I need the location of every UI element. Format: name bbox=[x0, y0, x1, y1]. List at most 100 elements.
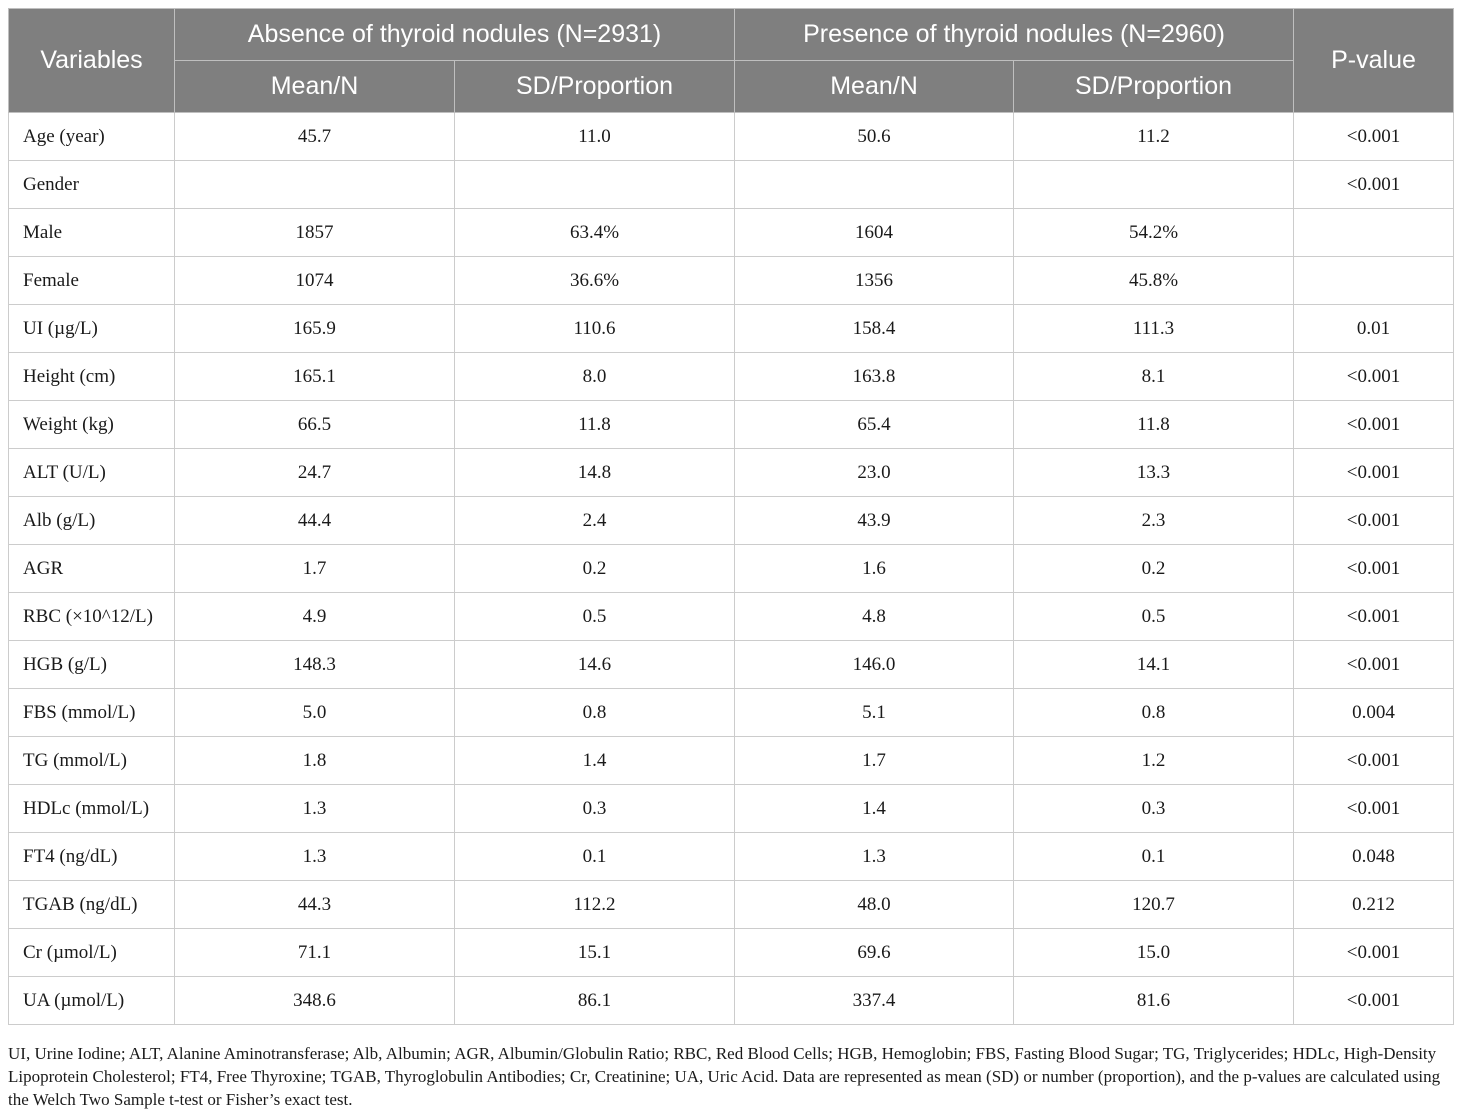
table-row: Weight (kg) 66.5 11.8 65.4 11.8 <0.001 bbox=[8, 400, 1455, 449]
cell-presence-sd: 0.8 bbox=[1013, 688, 1295, 737]
cell-p-value: <0.001 bbox=[1293, 736, 1455, 785]
cell-presence-mean: 48.0 bbox=[734, 880, 1015, 929]
cell-presence-mean bbox=[734, 160, 1015, 209]
cell-p-value: <0.001 bbox=[1293, 640, 1455, 689]
cell-p-value: <0.001 bbox=[1293, 112, 1455, 161]
cell-presence-mean: 1604 bbox=[734, 208, 1015, 257]
cell-presence-sd: 11.8 bbox=[1013, 400, 1295, 449]
cell-p-value: <0.001 bbox=[1293, 976, 1455, 1025]
cell-presence-sd: 8.1 bbox=[1013, 352, 1295, 401]
cell-variable: ALT (U/L) bbox=[8, 448, 175, 497]
cell-absence-sd: 0.2 bbox=[453, 544, 736, 593]
cell-variable: HGB (g/L) bbox=[8, 640, 175, 689]
cell-absence-sd: 11.8 bbox=[453, 400, 736, 449]
cell-variable: UA (µmol/L) bbox=[8, 976, 175, 1025]
table-row: UA (µmol/L) 348.6 86.1 337.4 81.6 <0.001 bbox=[8, 976, 1455, 1025]
cell-p-value: <0.001 bbox=[1293, 784, 1455, 833]
cell-absence-mean: 165.9 bbox=[174, 304, 455, 353]
cell-absence-sd: 86.1 bbox=[453, 976, 736, 1025]
cell-presence-mean: 163.8 bbox=[734, 352, 1015, 401]
table-row: FBS (mmol/L) 5.0 0.8 5.1 0.8 0.004 bbox=[8, 688, 1455, 737]
cell-absence-sd: 14.8 bbox=[453, 448, 736, 497]
header-absence-mean: Mean/N bbox=[174, 60, 455, 113]
table-row: Female 1074 36.6% 1356 45.8% bbox=[8, 256, 1455, 305]
cell-absence-mean: 4.9 bbox=[174, 592, 455, 641]
cell-presence-sd: 0.3 bbox=[1013, 784, 1295, 833]
cell-p-value bbox=[1293, 208, 1455, 257]
table-header: Variables Absence of thyroid nodules (N=… bbox=[8, 8, 1455, 113]
header-presence-mean: Mean/N bbox=[734, 60, 1015, 113]
cell-absence-mean: 1.8 bbox=[174, 736, 455, 785]
table-row: TG (mmol/L) 1.8 1.4 1.7 1.2 <0.001 bbox=[8, 736, 1455, 785]
cell-p-value: <0.001 bbox=[1293, 496, 1455, 545]
cell-presence-sd: 0.2 bbox=[1013, 544, 1295, 593]
cell-absence-sd: 15.1 bbox=[453, 928, 736, 977]
cell-absence-sd: 0.5 bbox=[453, 592, 736, 641]
cell-p-value: <0.001 bbox=[1293, 544, 1455, 593]
cell-presence-sd: 15.0 bbox=[1013, 928, 1295, 977]
table-row: RBC (×10^12/L) 4.9 0.5 4.8 0.5 <0.001 bbox=[8, 592, 1455, 641]
cell-p-value: 0.048 bbox=[1293, 832, 1455, 881]
cell-presence-mean: 158.4 bbox=[734, 304, 1015, 353]
cell-absence-mean: 66.5 bbox=[174, 400, 455, 449]
cell-variable: HDLc (mmol/L) bbox=[8, 784, 175, 833]
table-row: Alb (g/L) 44.4 2.4 43.9 2.3 <0.001 bbox=[8, 496, 1455, 545]
cell-variable: Alb (g/L) bbox=[8, 496, 175, 545]
table-row: HDLc (mmol/L) 1.3 0.3 1.4 0.3 <0.001 bbox=[8, 784, 1455, 833]
table-row: Gender <0.001 bbox=[8, 160, 1455, 209]
cell-presence-mean: 1.3 bbox=[734, 832, 1015, 881]
header-presence-sd: SD/Proportion bbox=[1013, 60, 1295, 113]
header-variables: Variables bbox=[8, 8, 175, 113]
cell-presence-sd: 45.8% bbox=[1013, 256, 1295, 305]
table-row: Cr (µmol/L) 71.1 15.1 69.6 15.0 <0.001 bbox=[8, 928, 1455, 977]
cell-p-value: 0.004 bbox=[1293, 688, 1455, 737]
cell-absence-mean: 1074 bbox=[174, 256, 455, 305]
cell-absence-sd: 0.3 bbox=[453, 784, 736, 833]
cell-presence-mean: 1.4 bbox=[734, 784, 1015, 833]
cell-presence-sd: 11.2 bbox=[1013, 112, 1295, 161]
cell-presence-sd bbox=[1013, 160, 1295, 209]
cell-p-value: <0.001 bbox=[1293, 448, 1455, 497]
cell-presence-sd: 1.2 bbox=[1013, 736, 1295, 785]
header-row-groups: Variables Absence of thyroid nodules (N=… bbox=[8, 8, 1455, 113]
cell-absence-mean: 44.3 bbox=[174, 880, 455, 929]
header-absence-group: Absence of thyroid nodules (N=2931) bbox=[173, 8, 736, 61]
header-row-stats: Mean/N SD/Proportion Mean/N SD/Proportio… bbox=[9, 60, 1454, 113]
cell-absence-mean: 165.1 bbox=[174, 352, 455, 401]
cell-variable: Age (year) bbox=[8, 112, 175, 161]
table-row: FT4 (ng/dL) 1.3 0.1 1.3 0.1 0.048 bbox=[8, 832, 1455, 881]
cell-absence-sd: 1.4 bbox=[453, 736, 736, 785]
header-presence-group: Presence of thyroid nodules (N=2960) bbox=[734, 8, 1295, 61]
cell-absence-mean: 348.6 bbox=[174, 976, 455, 1025]
cell-variable: Gender bbox=[8, 160, 175, 209]
cell-absence-mean: 71.1 bbox=[174, 928, 455, 977]
cell-absence-sd: 8.0 bbox=[453, 352, 736, 401]
cell-presence-sd: 14.1 bbox=[1013, 640, 1295, 689]
cell-variable: Height (cm) bbox=[8, 352, 175, 401]
cell-presence-mean: 337.4 bbox=[734, 976, 1015, 1025]
table-row: HGB (g/L) 148.3 14.6 146.0 14.1 <0.001 bbox=[8, 640, 1455, 689]
cell-absence-mean: 1857 bbox=[174, 208, 455, 257]
cell-variable: FT4 (ng/dL) bbox=[8, 832, 175, 881]
cell-presence-mean: 1356 bbox=[734, 256, 1015, 305]
cell-presence-mean: 1.6 bbox=[734, 544, 1015, 593]
cell-presence-sd: 0.5 bbox=[1013, 592, 1295, 641]
table-row: Male 1857 63.4% 1604 54.2% bbox=[8, 208, 1455, 257]
cell-presence-sd: 120.7 bbox=[1013, 880, 1295, 929]
cell-absence-mean: 148.3 bbox=[174, 640, 455, 689]
cell-variable: AGR bbox=[8, 544, 175, 593]
cell-variable: TGAB (ng/dL) bbox=[8, 880, 175, 929]
table-row: TGAB (ng/dL) 44.3 112.2 48.0 120.7 0.212 bbox=[8, 880, 1455, 929]
cell-variable: RBC (×10^12/L) bbox=[8, 592, 175, 641]
cell-presence-mean: 69.6 bbox=[734, 928, 1015, 977]
header-p-value: P-value bbox=[1293, 8, 1455, 113]
cell-presence-mean: 1.7 bbox=[734, 736, 1015, 785]
cell-absence-mean: 44.4 bbox=[174, 496, 455, 545]
cell-presence-sd: 2.3 bbox=[1013, 496, 1295, 545]
cell-absence-sd: 2.4 bbox=[453, 496, 736, 545]
cell-absence-sd: 110.6 bbox=[453, 304, 736, 353]
cell-absence-mean bbox=[174, 160, 455, 209]
cell-absence-sd: 11.0 bbox=[453, 112, 736, 161]
cell-variable: Male bbox=[8, 208, 175, 257]
cell-absence-mean: 1.7 bbox=[174, 544, 455, 593]
